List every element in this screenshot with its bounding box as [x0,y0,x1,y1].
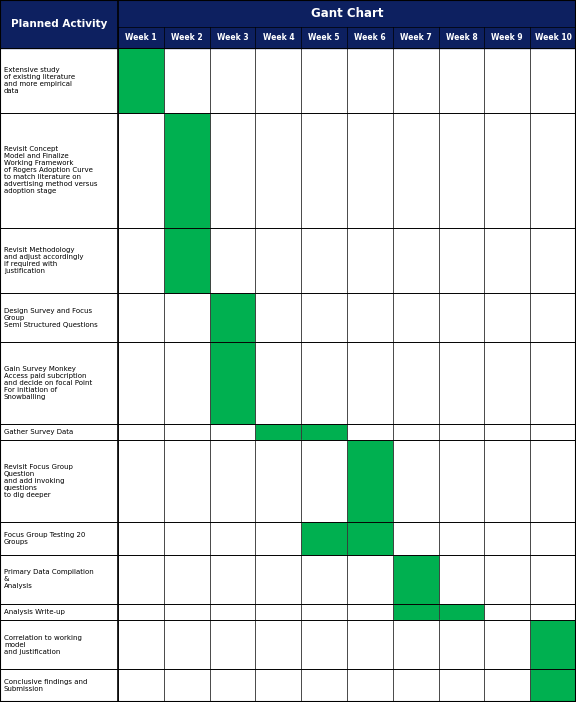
Bar [0,555,576,604]
Bar [348,523,392,554]
Bar [0,48,576,113]
Bar [211,343,255,423]
Bar [0,604,576,621]
Bar [0,621,576,669]
Bar [256,425,300,439]
Text: Week 8: Week 8 [446,33,478,41]
Text: Revisit Focus Group
Question
and add invoking
questions
to dig deeper: Revisit Focus Group Question and add inv… [4,464,73,498]
Bar [531,621,575,668]
Text: Primary Data Compilation
&
Analysis: Primary Data Compilation & Analysis [4,569,94,589]
Bar [0,440,576,522]
Text: Conclusive findings and
Submission: Conclusive findings and Submission [4,679,88,692]
Text: Revisit Methodology
and adjust accordingly
if required with
justification: Revisit Methodology and adjust according… [4,247,84,274]
Text: Week 2: Week 2 [171,33,203,41]
Bar [394,556,438,603]
Bar [0,0,118,48]
Text: Week 6: Week 6 [354,33,386,41]
Bar [302,523,346,554]
Bar [211,294,255,341]
Bar [302,425,346,439]
Text: Week 10: Week 10 [535,33,571,41]
Text: Design Survey and Focus
Group
Semi Structured Questions: Design Survey and Focus Group Semi Struc… [4,307,98,328]
Bar [0,293,576,342]
Bar [119,48,163,112]
Text: Extensive study
of existing literature
and more empirical
data: Extensive study of existing literature a… [4,67,75,94]
Text: Week 9: Week 9 [491,33,523,41]
Bar [394,605,438,619]
Bar [118,27,576,48]
Bar [531,670,575,701]
Text: Correlation to working
model
and justification: Correlation to working model and justifi… [4,635,82,655]
Bar [0,669,576,702]
Text: Planned Activity: Planned Activity [11,19,107,29]
Text: Analysis Write-up: Analysis Write-up [4,609,65,615]
Text: Week 4: Week 4 [263,33,294,41]
Bar [165,229,209,292]
Bar [348,442,392,521]
Text: Gain Survey Monkey
Access paid subcription
and decide on focal Point
For initiat: Gain Survey Monkey Access paid subcripti… [4,366,92,400]
Bar [118,0,576,27]
Bar [0,424,576,440]
Text: Gant Chart: Gant Chart [311,7,383,20]
Bar [0,113,576,227]
Bar [0,342,576,424]
Text: Week 3: Week 3 [217,33,248,41]
Bar [0,227,576,293]
Text: Week 5: Week 5 [308,33,340,41]
Bar [439,605,483,619]
Text: Gather Survey Data: Gather Survey Data [4,429,73,435]
Bar [165,114,209,227]
Text: Revisit Concept
Model and Finalize
Working Framework
of Rogers Adoption Curve
to: Revisit Concept Model and Finalize Worki… [4,147,97,194]
Text: Week 1: Week 1 [125,33,157,41]
Text: Week 7: Week 7 [400,33,431,41]
Text: Focus Group Testing 20
Groups: Focus Group Testing 20 Groups [4,532,85,545]
Bar [0,522,576,555]
